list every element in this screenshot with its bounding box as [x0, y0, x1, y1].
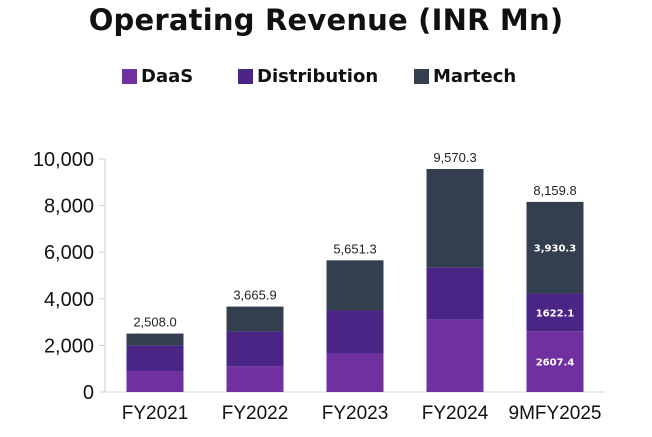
total-label: 8,159.8 [533, 183, 576, 198]
total-label: 5,651.3 [333, 241, 376, 256]
bar-martech-9mfy2025 [526, 201, 584, 294]
y-tick-label: 8,000 [44, 196, 94, 218]
legend-swatch-distribution [238, 68, 253, 84]
x-tick-label: 9MFY2025 [509, 403, 602, 424]
legend-label-martech: Martech [433, 65, 517, 87]
y-tick-label: 6,000 [44, 242, 94, 264]
total-label: 2,508.0 [133, 315, 176, 330]
x-tick-label: FY2023 [322, 403, 389, 424]
x-tick-label: FY2024 [422, 403, 489, 424]
bar-daas-fy2022 [226, 366, 284, 392]
legend-swatch-martech [414, 68, 429, 84]
bar-distribution-fy2024 [426, 267, 484, 320]
legend-swatch-daas [122, 68, 137, 84]
y-tick-label: 0 [83, 382, 94, 404]
bar-distribution-fy2023 [326, 310, 384, 354]
bar-martech-fy2024 [426, 169, 484, 268]
bar-daas-fy2021 [126, 371, 184, 392]
legend-label-distribution: Distribution [257, 65, 379, 87]
segment-label: 3,930.3 [534, 244, 576, 255]
bar-daas-fy2023 [326, 353, 384, 392]
chart-title: Operating Revenue (INR Mn) [88, 3, 564, 37]
chart-legend: DaaS Distribution Martech [0, 62, 652, 90]
segment-label: 1622.1 [536, 308, 575, 319]
bar-martech-fy2022 [226, 306, 284, 332]
total-label: 9,570.3 [433, 150, 476, 165]
x-tick-label: FY2022 [222, 403, 289, 424]
y-tick-label: 2,000 [44, 335, 94, 357]
legend-item-distribution: Distribution [238, 62, 378, 90]
x-tick-label: FY2021 [122, 403, 189, 424]
y-tick-label: 10,000 [33, 149, 94, 171]
bar-daas-9mfy2025 [526, 331, 584, 392]
bar-daas-fy2024 [426, 319, 484, 392]
segment-label: 2607.4 [536, 358, 575, 369]
bar-martech-fy2023 [326, 260, 384, 311]
total-label: 3,665.9 [233, 288, 276, 303]
legend-item-martech: Martech [414, 62, 516, 90]
legend-item-daas: DaaS [122, 62, 193, 90]
bar-distribution-fy2022 [226, 331, 284, 367]
bar-martech-fy2021 [126, 333, 184, 346]
bar-distribution-fy2021 [126, 345, 184, 372]
bar-distribution-9mfy2025 [526, 293, 584, 332]
y-tick-label: 4,000 [44, 289, 94, 311]
legend-label-daas: DaaS [141, 65, 194, 87]
